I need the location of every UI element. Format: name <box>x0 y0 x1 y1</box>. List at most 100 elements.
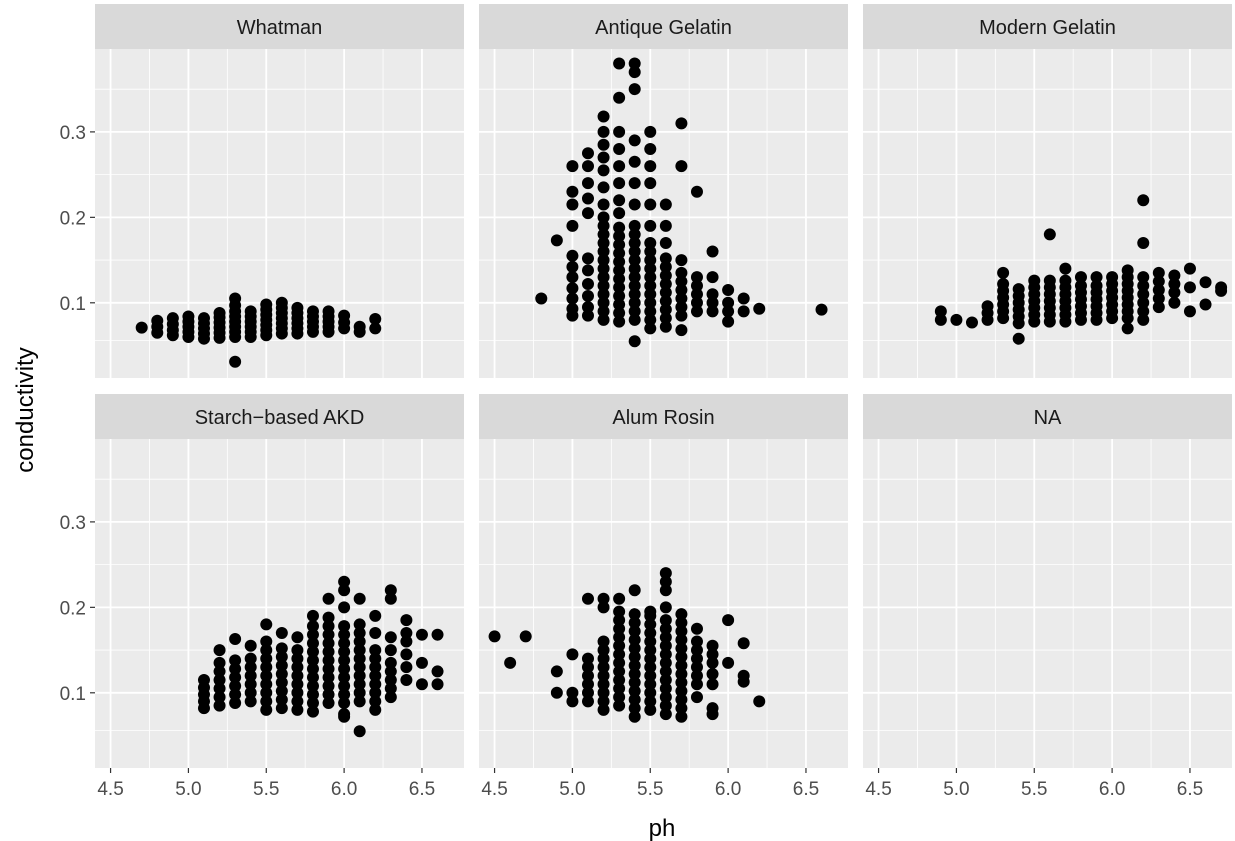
data-point <box>353 678 366 691</box>
data-point <box>644 254 657 267</box>
data-point <box>659 252 672 265</box>
data-point <box>400 614 413 627</box>
data-point <box>597 635 610 648</box>
x-tick-label: 5.0 <box>175 779 201 800</box>
data-point <box>306 620 319 633</box>
data-point <box>581 264 594 277</box>
data-point <box>644 644 657 657</box>
data-point <box>1152 283 1165 296</box>
data-point <box>675 275 688 288</box>
data-point <box>260 618 273 631</box>
data-point <box>644 322 657 335</box>
data-point <box>675 693 688 706</box>
data-point <box>690 652 703 665</box>
data-point <box>628 335 641 348</box>
facet-strip-label: Alum Rosin <box>612 407 714 429</box>
data-point <box>597 245 610 258</box>
data-point <box>613 673 626 686</box>
x-tick-label: 5.5 <box>253 779 279 800</box>
y-tick-label: 0.1 <box>60 684 86 705</box>
data-point <box>306 654 319 667</box>
data-point <box>338 679 351 692</box>
data-point <box>431 628 444 641</box>
data-point <box>229 355 242 368</box>
data-point <box>644 160 657 173</box>
data-point <box>275 642 288 655</box>
data-point <box>722 656 735 669</box>
facet-strip <box>479 394 848 439</box>
y-tick-label: 0.3 <box>60 123 86 144</box>
data-point <box>369 661 382 674</box>
data-point <box>597 254 610 267</box>
data-point <box>628 710 641 723</box>
data-point <box>675 283 688 296</box>
data-point <box>690 185 703 198</box>
data-point <box>306 609 319 622</box>
data-point <box>338 662 351 675</box>
data-point <box>369 322 382 335</box>
data-point <box>291 644 304 657</box>
data-point <box>644 288 657 301</box>
data-point <box>597 138 610 151</box>
data-point <box>338 654 351 667</box>
data-point <box>644 605 657 618</box>
data-point <box>597 271 610 284</box>
data-point <box>244 661 257 674</box>
data-point <box>659 691 672 704</box>
data-point <box>369 652 382 665</box>
data-point <box>1137 236 1150 249</box>
data-point <box>706 702 719 715</box>
data-point <box>581 177 594 190</box>
data-point <box>353 686 366 699</box>
data-point <box>675 309 688 322</box>
data-point <box>1043 228 1056 241</box>
data-point <box>306 628 319 641</box>
data-point <box>244 695 257 708</box>
data-point <box>581 309 594 322</box>
data-point <box>597 125 610 138</box>
data-point <box>1090 271 1103 284</box>
data-point <box>675 676 688 689</box>
data-point <box>597 695 610 708</box>
data-point <box>306 679 319 692</box>
data-point <box>753 695 766 708</box>
data-point <box>997 278 1010 290</box>
data-point <box>613 298 626 311</box>
data-point <box>291 669 304 682</box>
data-point <box>659 567 672 580</box>
data-point <box>306 305 319 318</box>
data-point <box>1152 266 1165 279</box>
data-point <box>415 656 428 669</box>
data-point <box>659 639 672 652</box>
data-point <box>644 618 657 631</box>
data-point <box>581 652 594 665</box>
data-point <box>628 633 641 646</box>
data-point <box>1012 332 1025 345</box>
data-point <box>306 671 319 684</box>
data-point <box>260 686 273 699</box>
data-point <box>322 645 335 658</box>
data-point <box>369 313 382 326</box>
data-point <box>338 584 351 597</box>
data-point <box>260 298 273 311</box>
data-point <box>690 678 703 691</box>
data-point <box>400 661 413 674</box>
x-axis: 4.5 5.0 5.5 6.0 6.5 4.5 5.0 5.5 6.0 6.5 4.5 5.0 5.5 6… <box>97 768 1203 800</box>
data-point <box>213 307 226 320</box>
data-point <box>675 266 688 279</box>
data-point <box>275 650 288 663</box>
data-point <box>1028 274 1041 287</box>
data-point <box>659 656 672 669</box>
facet-panel: Alum Rosin <box>479 394 848 768</box>
x-tick-label: 6.5 <box>409 779 435 800</box>
data-point <box>659 601 672 614</box>
data-point <box>229 292 242 305</box>
data-point <box>244 639 257 652</box>
data-point <box>644 142 657 155</box>
data-point <box>628 83 641 96</box>
data-point <box>644 219 657 232</box>
data-point <box>369 703 382 716</box>
data-point <box>597 703 610 716</box>
data-point <box>581 192 594 205</box>
data-point <box>644 296 657 309</box>
